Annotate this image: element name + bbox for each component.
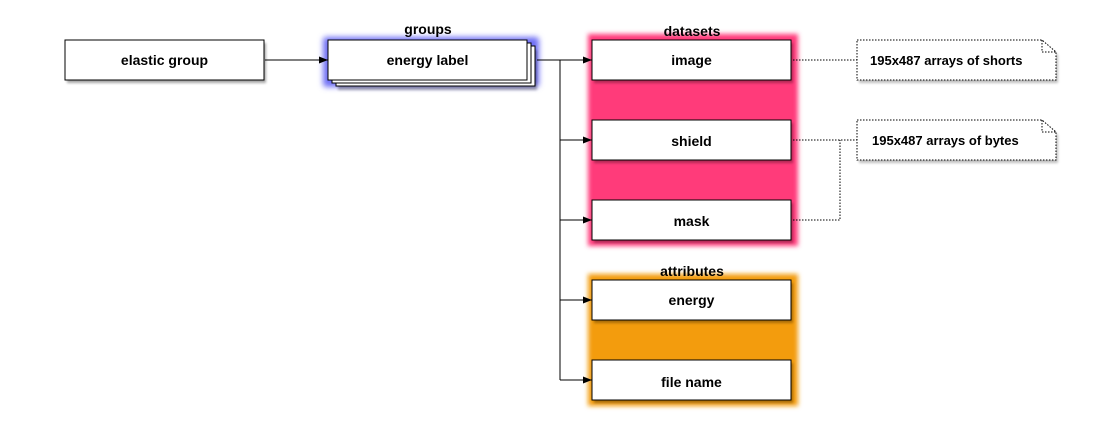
energy-label: energy [669,292,715,308]
node-shield[interactable]: shield [591,119,793,163]
node-elastic-group[interactable]: elastic group [64,39,266,83]
image-label: image [671,52,712,68]
node-energy-label[interactable]: energy label [327,39,537,90]
note-bytes: 195x487 arrays of bytes [856,119,1058,163]
note-shorts-text: 195x487 arrays of shorts [870,53,1022,68]
note-connectors [793,59,857,221]
node-energy[interactable]: energy [591,279,793,323]
node-mask[interactable]: mask [591,199,793,243]
edges [265,56,592,384]
node-image[interactable]: image [591,39,793,83]
groups-cluster-title: groups [404,21,452,37]
mask-label: mask [674,213,710,229]
attributes-cluster-title: attributes [660,263,724,279]
file-name-label: file name [661,374,722,390]
energy-label-text: energy label [387,52,469,68]
datasets-cluster-title: datasets [664,23,721,39]
node-file-name[interactable]: file name [591,359,793,403]
note-bytes-text: 195x487 arrays of bytes [872,133,1019,148]
note-shorts: 195x487 arrays of shorts [856,39,1058,83]
elastic-group-label: elastic group [121,52,208,68]
energy-label-stack-front [327,39,528,81]
connector-mask-to-bytes-note [793,140,841,221]
shield-label: shield [671,133,711,149]
edge-trunk [537,59,561,380]
